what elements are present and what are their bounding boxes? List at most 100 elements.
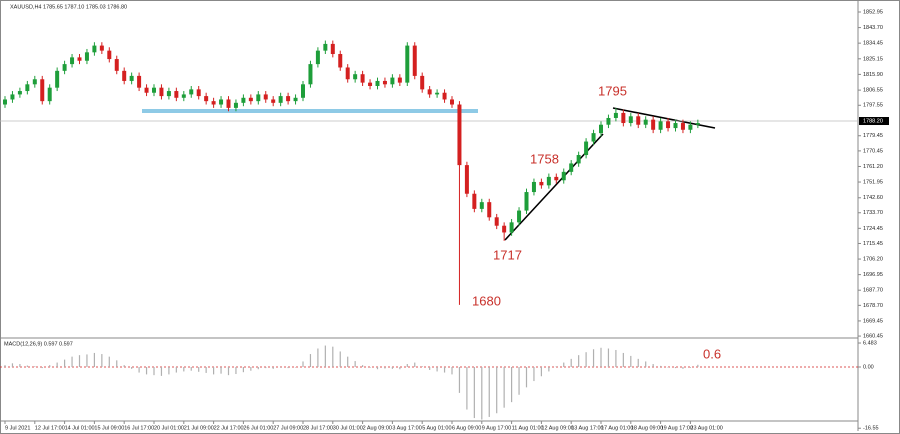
candle-body: [576, 155, 581, 164]
histogram-bar: [414, 362, 416, 368]
y-tick-label: 1696.95: [863, 272, 883, 278]
histogram-bar: [697, 364, 699, 368]
histogram-bar: [376, 367, 379, 370]
histogram-bar: [548, 367, 550, 372]
histogram-bar: [257, 367, 259, 370]
histogram-bar: [399, 367, 401, 370]
candle-body: [397, 77, 402, 83]
candle-body: [137, 75, 142, 88]
y-tick-label: 1815.90: [863, 72, 883, 78]
histogram-bar: [339, 351, 341, 368]
annotation: 1680: [472, 293, 501, 308]
candle-body: [695, 123, 700, 125]
x-tick-label: 18 Aug 09:00: [631, 425, 663, 431]
histogram-bar: [86, 354, 88, 368]
candle-body: [32, 79, 37, 85]
candle-body: [122, 70, 127, 81]
candle-body: [248, 97, 253, 102]
histogram-bar: [622, 352, 624, 368]
x-tick-label: 16 Jul 17:00: [124, 425, 154, 431]
histogram-bar: [391, 367, 393, 369]
histogram-bar: [302, 361, 304, 368]
histogram-bar: [660, 365, 662, 368]
histogram-bar: [235, 367, 237, 375]
histogram-bar: [667, 367, 669, 368]
candle-body: [464, 165, 469, 194]
y-tick-label: 1751.95: [863, 179, 883, 185]
candle-body: [166, 91, 171, 97]
y-tick-label: 1761.20: [863, 164, 883, 170]
candle-body: [524, 192, 529, 211]
candle-body: [308, 64, 313, 85]
candle-body: [278, 96, 283, 103]
histogram-bar: [123, 365, 125, 368]
histogram-bar: [19, 364, 21, 368]
candle-body: [315, 50, 320, 65]
candle-body: [680, 123, 685, 130]
x-tick-label: 17 Aug 01:00: [601, 425, 633, 431]
histogram-bar: [11, 363, 14, 368]
y-tick-label: 1733.70: [863, 210, 883, 216]
x-tick-label: 5 Aug 01:00: [422, 425, 451, 431]
x-tick-label: 26 Jul 01:00: [243, 425, 273, 431]
x-tick-label: 15 Jul 09:00: [94, 425, 124, 431]
candle-body: [472, 193, 477, 209]
histogram-bar: [131, 367, 133, 369]
candle-body: [599, 124, 603, 134]
x-tick-label: 20 Jul 01:00: [154, 425, 184, 431]
histogram-bar: [108, 356, 110, 368]
candle-body: [211, 101, 216, 105]
candle-body: [84, 52, 89, 61]
current-price-box: [859, 117, 889, 126]
candle-body: [621, 112, 626, 124]
histogram-bar: [615, 349, 617, 368]
histogram-bar: [153, 367, 155, 376]
candle-body: [233, 102, 238, 108]
candle-body: [114, 59, 119, 71]
histogram-bar: [309, 354, 312, 368]
candle-body: [658, 121, 663, 130]
histogram-bar: [324, 345, 326, 368]
histogram-bar: [689, 367, 691, 368]
y-tick-label: 1742.60: [863, 195, 883, 201]
candle-body: [174, 91, 179, 98]
x-tick-label: 14 Jul 01:00: [65, 425, 95, 431]
candle-body: [606, 117, 611, 125]
histogram-bar: [369, 367, 371, 368]
candle-body: [330, 43, 335, 55]
x-tick-label: 13 Aug 17:00: [571, 425, 603, 431]
histogram-bar: [265, 367, 267, 369]
histogram-bar: [645, 361, 647, 368]
histogram-bar: [64, 359, 66, 368]
histogram-bar: [585, 352, 587, 368]
candle-body: [487, 202, 492, 218]
y-tick-label: 1706.20: [863, 257, 883, 263]
y-tick-label: 1669.45: [863, 318, 883, 324]
candle-body: [241, 97, 246, 103]
candle-body: [613, 112, 618, 118]
histogram-bar: [101, 354, 103, 368]
histogram-bar: [190, 367, 192, 371]
histogram-bar: [540, 367, 542, 377]
histogram-bar: [578, 355, 580, 368]
histogram-bar: [458, 367, 461, 393]
histogram-bar: [116, 360, 118, 368]
histogram-bar: [4, 365, 6, 368]
x-tick-label: 21 Jul 09:00: [184, 425, 214, 431]
candle-body: [256, 94, 261, 102]
y-tick-label: 1687.70: [863, 288, 883, 294]
y-tick-label: 1797.55: [863, 103, 883, 109]
histogram-bar: [205, 367, 207, 373]
histogram-bar: [145, 367, 148, 375]
candle-body: [152, 87, 156, 93]
histogram-bar: [280, 367, 282, 368]
candle-body: [435, 92, 440, 95]
candle-body: [375, 80, 380, 86]
histogram-bar: [160, 367, 163, 376]
candle-body: [323, 43, 328, 51]
candle-body: [62, 64, 67, 71]
y-tick-label: -16.55: [863, 426, 879, 432]
candle-body: [651, 119, 656, 130]
histogram-bar: [227, 367, 230, 376]
x-tick-label: 9 Aug 17:00: [482, 425, 511, 431]
